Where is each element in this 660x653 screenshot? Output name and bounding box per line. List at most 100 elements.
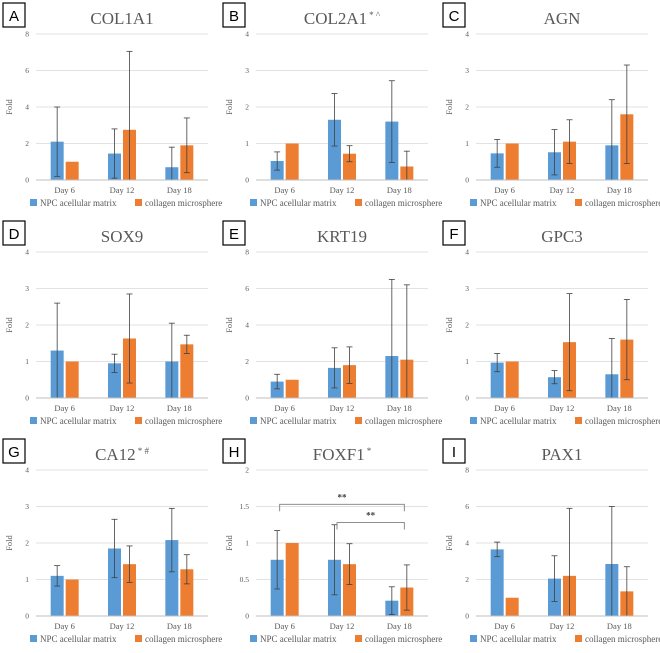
panel-letter-text: C bbox=[449, 8, 460, 25]
significance-bracket bbox=[336, 522, 405, 530]
legend-label: NPC acellular matrix bbox=[40, 634, 117, 644]
y-tick-label: 4 bbox=[245, 321, 249, 330]
legend-swatch bbox=[355, 199, 362, 206]
y-axis-label: Fold bbox=[224, 534, 234, 550]
y-tick-label: 2 bbox=[25, 321, 29, 330]
legend-swatch bbox=[250, 417, 257, 424]
y-tick-label: 0 bbox=[25, 612, 29, 621]
legend-swatch bbox=[30, 635, 37, 642]
x-tick-label: Day 12 bbox=[330, 403, 355, 413]
legend-item: collagen microsphere bbox=[355, 634, 442, 644]
x-tick-label: Day 12 bbox=[110, 403, 135, 413]
x-tick-label: Day 18 bbox=[167, 185, 192, 195]
legend-label: NPC acellular matrix bbox=[40, 416, 117, 426]
legend-swatch bbox=[470, 199, 477, 206]
legend-label: collagen microsphere bbox=[585, 634, 660, 644]
y-axis-label: Fold bbox=[444, 534, 454, 550]
chart-svg: B COL2A1 * ^ 0 1 2 3 4 Fold Day 6 Day 12 Day 18 NPC … bbox=[222, 2, 442, 208]
chart-title: SOX9 bbox=[101, 227, 144, 246]
panel-letter-box bbox=[222, 2, 246, 28]
panel-letter-text: A bbox=[9, 8, 19, 25]
legend-label: collagen microsphere bbox=[365, 634, 442, 644]
x-tick-label: Day 12 bbox=[110, 621, 135, 631]
chart-title-marks: * ^ bbox=[369, 10, 381, 20]
x-tick-label: Day 18 bbox=[607, 621, 632, 631]
legend-item: collagen microsphere bbox=[135, 198, 222, 208]
panel-letter-text: D bbox=[9, 226, 20, 243]
bar bbox=[505, 143, 519, 180]
legend-swatch bbox=[575, 635, 582, 642]
chart-panel-i: I PAX1 0 2 4 6 8 Fold Day 6 Day 12 Day 18 NPC acell… bbox=[440, 436, 660, 653]
x-tick-label: Day 18 bbox=[167, 403, 192, 413]
y-tick-label: 0 bbox=[25, 394, 29, 403]
x-tick-label: Day 6 bbox=[494, 403, 515, 413]
legend-swatch bbox=[470, 417, 477, 424]
y-tick-label: 4 bbox=[465, 248, 469, 257]
x-tick-label: Day 6 bbox=[274, 403, 295, 413]
y-axis-label: Fold bbox=[224, 316, 234, 332]
y-tick-label: 2 bbox=[25, 539, 29, 548]
chart-panel-b: B COL2A1 * ^ 0 1 2 3 4 Fold Day 6 Day 12 Day 18 NPC … bbox=[220, 0, 442, 217]
legend-label: NPC acellular matrix bbox=[260, 198, 337, 208]
chart-svg: E KRT19 0 2 4 6 8 Fold Day 6 Day 12 Day 18 NPC acel… bbox=[222, 220, 442, 426]
y-tick-label: 6 bbox=[25, 66, 29, 75]
legend-item: NPC acellular matrix bbox=[250, 634, 337, 644]
y-tick-label: 2 bbox=[245, 103, 249, 112]
panel-letter: I bbox=[442, 438, 466, 464]
bar bbox=[123, 564, 136, 616]
x-tick-label: Day 18 bbox=[387, 185, 412, 195]
panel-letter: B bbox=[222, 2, 246, 28]
y-tick-label: 0 bbox=[245, 612, 249, 621]
y-tick-label: 1 bbox=[465, 357, 469, 366]
y-tick-label: 1 bbox=[465, 139, 469, 148]
x-tick-label: Day 6 bbox=[274, 185, 295, 195]
panel-letter: C bbox=[442, 2, 466, 28]
y-tick-label: 4 bbox=[25, 466, 29, 475]
x-tick-label: Day 12 bbox=[110, 185, 135, 195]
x-tick-label: Day 12 bbox=[330, 185, 355, 195]
chart-svg: D SOX9 0 1 2 3 4 Fold Day 6 Day 12 Day 18 NPC acell… bbox=[2, 220, 222, 426]
y-tick-label: 3 bbox=[465, 66, 469, 75]
panel-letter: H bbox=[222, 438, 246, 464]
panel-letter: A bbox=[2, 2, 26, 28]
y-tick-label: 1.5 bbox=[240, 502, 250, 511]
chart-svg: C AGN 0 1 2 3 4 Fold Day 6 Day 12 Day 18 NPC acellu… bbox=[442, 2, 660, 208]
y-axis-label: Fold bbox=[444, 98, 454, 114]
y-axis-label: Fold bbox=[4, 534, 14, 550]
legend-item: NPC acellular matrix bbox=[30, 198, 117, 208]
legend-label: collagen microsphere bbox=[145, 198, 222, 208]
y-tick-label: 0 bbox=[25, 176, 29, 185]
y-tick-label: 4 bbox=[465, 539, 469, 548]
panel-letter-box bbox=[222, 220, 246, 246]
x-tick-label: Day 6 bbox=[54, 403, 75, 413]
chart-svg: G CA12 * # 0 1 2 3 4 Fold Day 6 Day 12 Day 18 NPC ac… bbox=[2, 438, 222, 644]
bar bbox=[343, 564, 356, 616]
panel-letter-box bbox=[442, 220, 466, 246]
x-tick-label: Day 18 bbox=[167, 621, 192, 631]
y-tick-label: 1 bbox=[25, 575, 29, 584]
bar bbox=[108, 548, 121, 616]
chart-svg: I PAX1 0 2 4 6 8 Fold Day 6 Day 12 Day 18 NPC acell… bbox=[442, 438, 660, 644]
bar bbox=[65, 361, 79, 398]
chart-panel-c: C AGN 0 1 2 3 4 Fold Day 6 Day 12 Day 18 NPC acellu… bbox=[440, 0, 660, 217]
bar bbox=[490, 549, 504, 616]
chart-title: KRT19 bbox=[317, 227, 367, 246]
legend-item: collagen microsphere bbox=[135, 416, 222, 426]
chart-title: FOXF1 * bbox=[313, 445, 372, 464]
significance-bracket bbox=[279, 503, 405, 512]
y-axis-label: Fold bbox=[224, 98, 234, 114]
panel-letter: G bbox=[2, 438, 26, 464]
panel-letter-text: F bbox=[449, 226, 458, 243]
chart-panel-g: G CA12 * # 0 1 2 3 4 Fold Day 6 Day 12 Day 18 NPC ac… bbox=[0, 436, 222, 653]
chart-title: PAX1 bbox=[542, 445, 583, 464]
legend-item: collagen microsphere bbox=[575, 634, 660, 644]
chart-panel-f: F GPC3 0 1 2 3 4 Fold Day 6 Day 12 Day 18 NPC acell… bbox=[440, 218, 660, 435]
legend-swatch bbox=[135, 417, 142, 424]
legend-label: collagen microsphere bbox=[145, 416, 222, 426]
chart-svg: F GPC3 0 1 2 3 4 Fold Day 6 Day 12 Day 18 NPC acell… bbox=[442, 220, 660, 426]
chart-title-marks: * bbox=[367, 446, 372, 456]
chart-title: GPC3 bbox=[541, 227, 583, 246]
y-tick-label: 4 bbox=[25, 103, 29, 112]
bar bbox=[180, 569, 194, 616]
